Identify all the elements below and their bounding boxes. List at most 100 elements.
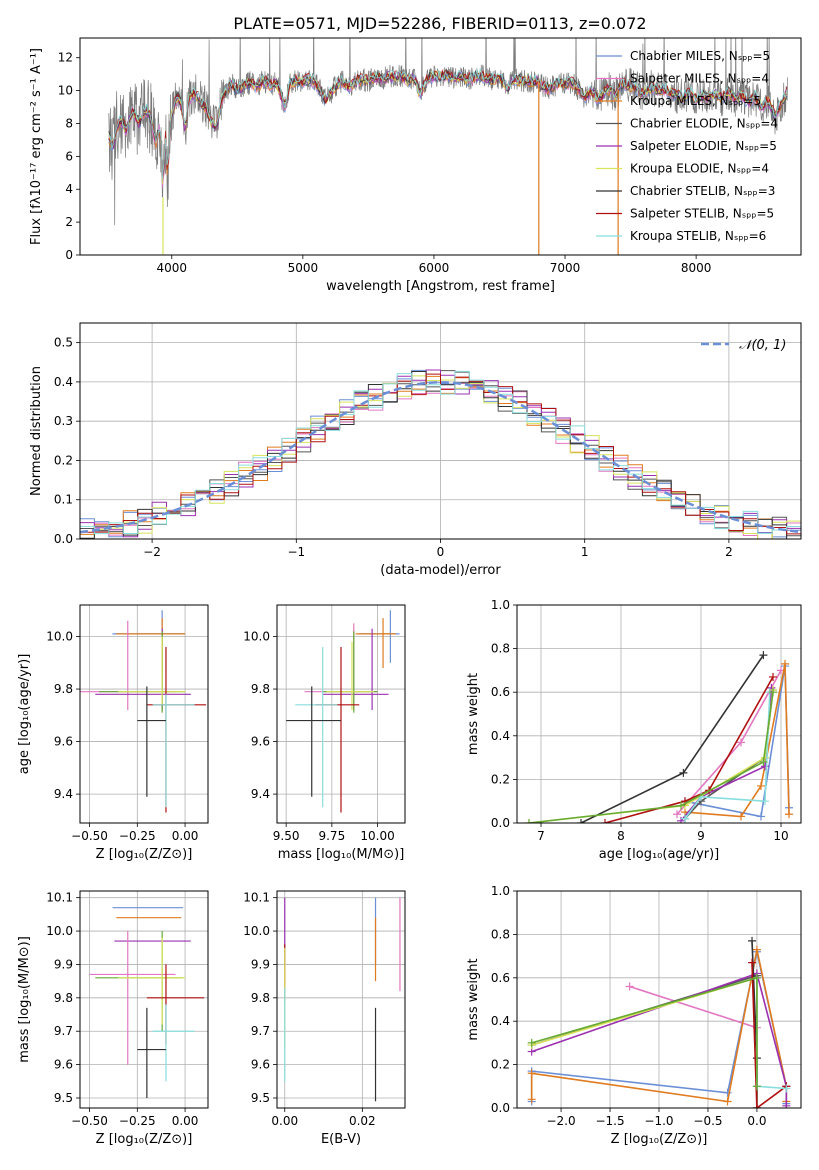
x-tick-label: 0.00	[172, 829, 199, 843]
x-axis-label: wavelength [Angstrom, rest frame]	[326, 279, 555, 294]
weight-point-marker	[527, 1069, 536, 1078]
y-tick-label: 9.5	[54, 1091, 73, 1105]
y-tick-label: 2	[65, 215, 73, 229]
y-tick-label: 9.7	[54, 1024, 73, 1038]
weight-point-marker	[781, 659, 789, 668]
y-tick-label: 9.8	[54, 991, 73, 1005]
x-tick-label: 5000	[288, 261, 319, 275]
x-tick-label: 0.02	[349, 1114, 376, 1128]
x-axis-label: (data-model)/error	[380, 563, 501, 578]
x-axis-label: mass [log₁₀(M/M⊙)]	[278, 847, 405, 862]
x-axis-label: Z [log₁₀(Z/Z⊙)]	[611, 1132, 708, 1147]
y-tick-label: 0.2	[54, 453, 73, 467]
weight-point-marker	[759, 651, 768, 660]
axes-frame	[516, 890, 802, 1109]
x-tick-label: 8	[617, 829, 625, 843]
y-tick-label: 0	[65, 248, 73, 262]
weight-point-marker	[769, 672, 777, 681]
axes-frame	[276, 890, 406, 1109]
panel-residuals: −2 −1 0 1 2 0.0 0.1 0.2 0.3 0.4 0.5 (data-model)/er…	[29, 322, 802, 578]
panel-weights-age: 7 8 9 10 0.0 0.2 0.4 0.6 0.8 1.0 age [log₁₀(age/yr…	[466, 598, 802, 862]
x-axis-label: Z [log₁₀(Z/Z⊙)]	[96, 1132, 193, 1147]
weight-point-marker	[679, 768, 688, 777]
weight-series-line	[531, 976, 758, 1087]
x-tick-label: 0	[437, 545, 445, 559]
legend-label: Chabrier STELIB, Nₛₚₚ=3	[630, 184, 775, 198]
panel-spectrum: 4000 5000 6000 7000 8000 0 2 4 6 8 10 12 wavelength …	[29, 37, 802, 294]
y-tick-label: 0.2	[491, 1058, 510, 1072]
plot-area	[89, 907, 205, 1098]
x-tick-label: −0.50	[71, 1114, 108, 1128]
x-tick-label: 1	[581, 545, 589, 559]
y-axis-label: Normed distribution	[29, 366, 44, 496]
y-tick-label: 9.8	[54, 682, 73, 696]
x-axis-label: Z [log₁₀(Z/Z⊙)]	[96, 847, 193, 862]
y-tick-label: 9.4	[251, 787, 270, 801]
panel-z-mass: −0.50 −0.25 0.00 9.5 9.6 9.7 9.8 9.9 10.0 10.1 Z […	[17, 890, 209, 1147]
model-spectrum-line	[108, 69, 788, 178]
y-tick-label: 0.8	[491, 642, 510, 656]
y-tick-label: 10.0	[243, 924, 270, 938]
x-tick-label: −0.25	[119, 829, 156, 843]
x-tick-label: −0.50	[71, 829, 108, 843]
x-axis-label: E(B-V)	[321, 1132, 361, 1147]
weight-point-marker	[782, 1101, 791, 1108]
legend-label: Chabrier MILES, Nₛₚₚ=5	[630, 49, 770, 63]
axes-frame	[79, 37, 802, 256]
weight-point-marker	[527, 1038, 536, 1047]
y-axis-label: mass weight	[466, 673, 481, 755]
y-tick-label: 9.9	[54, 957, 73, 971]
y-tick-label: 4	[65, 182, 73, 196]
y-tick-label: 0.4	[491, 729, 510, 743]
legend-label: Kroupa ELODIE, Nₛₚₚ=4	[630, 162, 769, 176]
y-tick-label: 9.6	[54, 735, 73, 749]
x-tick-label: 9	[697, 829, 705, 843]
y-tick-label: 9.5	[251, 1091, 270, 1105]
axes-frame	[79, 890, 209, 1109]
x-tick-label: 8000	[681, 261, 712, 275]
y-tick-label: 0.3	[54, 414, 73, 428]
weight-series-line	[528, 689, 774, 823]
y-tick-label: 0.5	[54, 336, 73, 350]
x-tick-label: 0.00	[172, 1114, 199, 1128]
weight-series-line	[531, 974, 758, 1087]
y-axis-label: age [log₁₀(age/yr)]	[17, 654, 32, 775]
x-tick-label: −2.0	[546, 1114, 575, 1128]
x-tick-label: −1.0	[644, 1114, 673, 1128]
y-tick-label: 8	[65, 116, 73, 130]
weight-series-line	[531, 976, 758, 1108]
x-tick-label: 9.50	[273, 829, 300, 843]
weight-point-marker	[782, 1084, 791, 1093]
panel-weights-z: −2.0 −1.5 −1.0 −0.5 0.0 0.0 0.2 0.4 0.6 0.8 1.0 Z […	[466, 884, 802, 1147]
y-tick-label: 0.8	[491, 927, 510, 941]
model-spectrum-line	[108, 67, 788, 179]
y-tick-label: 10.0	[46, 630, 73, 644]
y-tick-label: 10.0	[46, 924, 73, 938]
y-tick-label: 9.6	[54, 1058, 73, 1072]
weight-point-marker	[673, 810, 681, 819]
plot-area	[525, 651, 793, 823]
x-tick-label: 0.0	[747, 1114, 766, 1128]
legend-label: Chabrier ELODIE, Nₛₚₚ=4	[630, 117, 778, 131]
y-tick-label: 9.7	[251, 1024, 270, 1038]
plot-area	[284, 897, 401, 1102]
x-tick-label: 4000	[156, 261, 187, 275]
y-tick-label: 10.1	[243, 891, 270, 905]
weight-series-line	[531, 972, 788, 1106]
x-tick-label: 7000	[550, 261, 581, 275]
x-tick-label: 2	[725, 545, 733, 559]
x-tick-label: 0.00	[271, 1114, 298, 1128]
figure-title: PLATE=0571, MJD=52286, FIBERID=0113, z=0…	[233, 14, 646, 33]
y-tick-label: 9.6	[251, 1058, 270, 1072]
weight-point-marker	[737, 812, 745, 821]
y-tick-label: 9.4	[54, 787, 73, 801]
y-axis-label: Flux [fλ10⁻¹⁷ erg cm⁻² s⁻¹ A⁻¹]	[29, 48, 44, 245]
legend-label: Kroupa STELIB, Nₛₚₚ=6	[630, 229, 766, 243]
x-tick-label: 7	[537, 829, 545, 843]
x-tick-label: −0.25	[119, 1114, 156, 1128]
weight-point-marker	[752, 945, 761, 954]
x-tick-label: −0.5	[693, 1114, 722, 1128]
weight-point-marker	[761, 797, 769, 806]
weight-point-marker	[737, 738, 745, 747]
axes-frame	[276, 604, 406, 824]
